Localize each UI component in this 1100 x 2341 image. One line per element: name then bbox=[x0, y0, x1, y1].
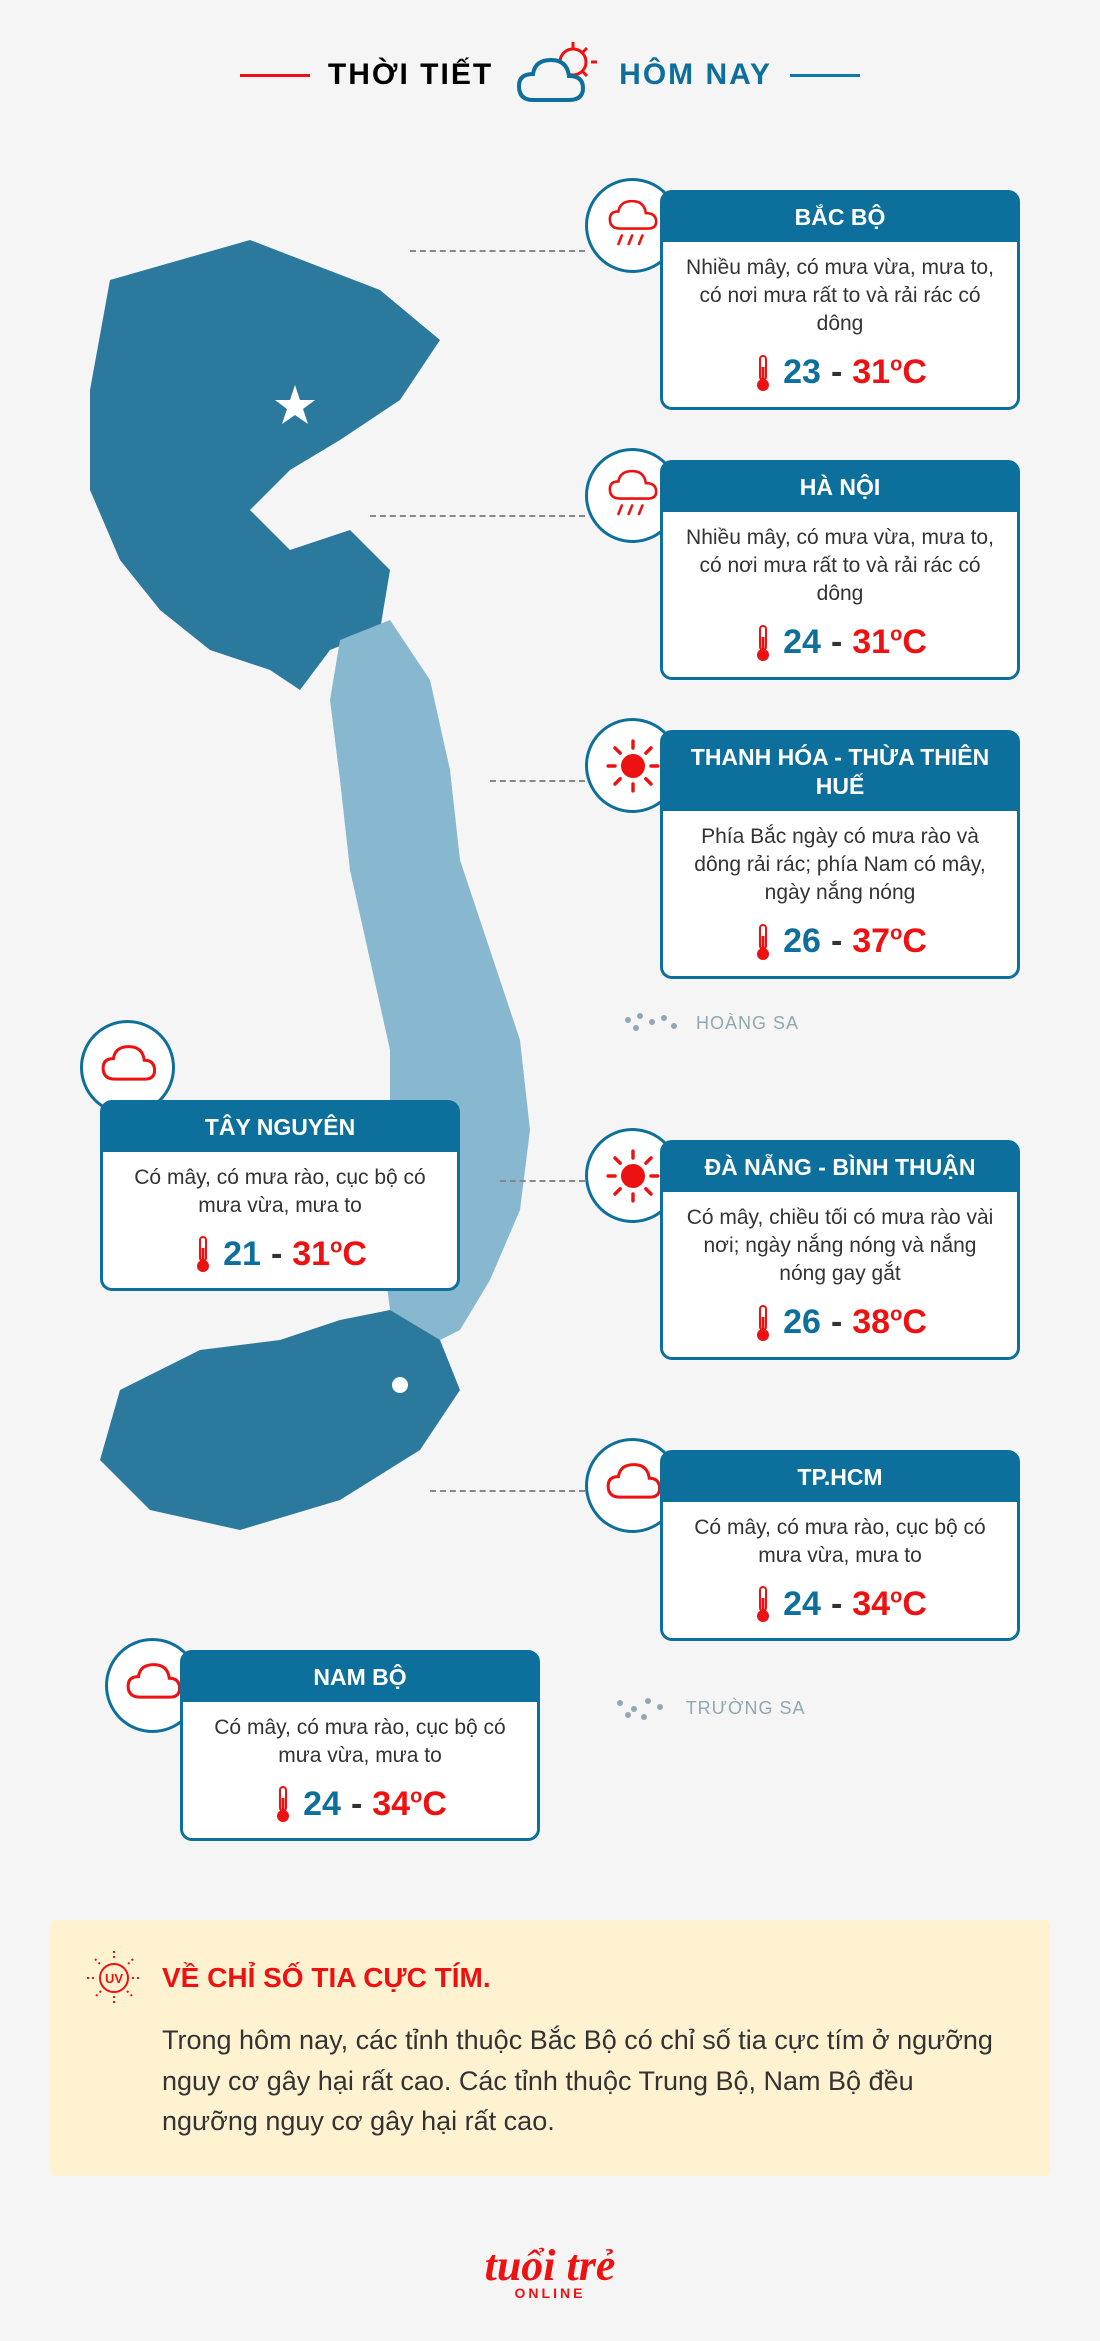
page-header: THỜI TIẾT HÔM NAY bbox=[30, 40, 1070, 110]
region-desc: Nhiều mây, có mưa vừa, mưa to, có nơi mư… bbox=[663, 512, 1017, 619]
leader-line bbox=[500, 1180, 585, 1182]
region-title: BẮC BỘ bbox=[663, 193, 1017, 242]
region-temp: 24-34oC bbox=[183, 1780, 537, 1838]
header-title-right: HÔM NAY bbox=[619, 58, 772, 92]
region-title: HÀ NỘI bbox=[663, 463, 1017, 512]
region-title: TÂY NGUYÊN bbox=[103, 1103, 457, 1152]
region-card-hanoi: HÀ NỘINhiều mây, có mưa vừa, mưa to, có … bbox=[660, 460, 1020, 680]
header-weather-icon bbox=[511, 40, 601, 110]
header-title-left: THỜI TIẾT bbox=[328, 58, 493, 92]
uv-sun-icon: UV bbox=[84, 1948, 144, 2008]
region-desc: Có mây, có mưa rào, cục bộ có mưa vừa, m… bbox=[183, 1702, 537, 1781]
svg-text:UV: UV bbox=[105, 1971, 123, 1986]
region-temp: 21-31oC bbox=[103, 1230, 457, 1288]
region-card-thanhhoa: THANH HÓA - THỪA THIÊN HUẾPhía Bắc ngày … bbox=[660, 730, 1020, 979]
map-note-hoangsa: HOÀNG SA bbox=[620, 1010, 799, 1038]
uv-info-box: UV VỀ CHỈ SỐ TIA CỰC TÍM. Trong hôm nay,… bbox=[50, 1920, 1050, 2176]
region-desc: Nhiều mây, có mưa vừa, mưa to, có nơi mư… bbox=[663, 242, 1017, 349]
region-temp: 24-34oC bbox=[663, 1580, 1017, 1638]
region-card-taynguyen: TÂY NGUYÊNCó mây, có mưa rào, cục bộ có … bbox=[100, 1100, 460, 1291]
region-title: THANH HÓA - THỪA THIÊN HUẾ bbox=[663, 733, 1017, 811]
region-temp: 26-38oC bbox=[663, 1299, 1017, 1357]
region-card-nambo: NAM BỘCó mây, có mưa rào, cục bộ có mưa … bbox=[180, 1650, 540, 1841]
region-temp: 23-31oC bbox=[663, 349, 1017, 407]
infographic-body: HOÀNG SA TRƯỜNG SA BẮC BỘNhiều mây, có m… bbox=[30, 140, 1070, 2220]
leader-line bbox=[370, 515, 585, 517]
region-temp: 26-37oC bbox=[663, 918, 1017, 976]
uv-title: VỀ CHỈ SỐ TIA CỰC TÍM. bbox=[162, 1962, 491, 1994]
region-desc: Có mây, chiều tối có mưa rào vài nơi; ng… bbox=[663, 1192, 1017, 1299]
region-card-danang: ĐÀ NẴNG - BÌNH THUẬNCó mây, chiều tối có… bbox=[660, 1140, 1020, 1360]
region-desc: Có mây, có mưa rào, cục bộ có mưa vừa, m… bbox=[663, 1502, 1017, 1581]
region-temp: 24-31oC bbox=[663, 619, 1017, 677]
region-title: TP.HCM bbox=[663, 1453, 1017, 1502]
leader-line bbox=[430, 1490, 585, 1492]
leader-line bbox=[490, 780, 585, 782]
footer-brand: tuổi trẻ ONLINE bbox=[30, 2240, 1070, 2301]
map-note-truongsa: TRƯỜNG SA bbox=[610, 1695, 806, 1723]
region-title: ĐÀ NẴNG - BÌNH THUẬN bbox=[663, 1143, 1017, 1192]
header-accent-right bbox=[790, 74, 860, 77]
uv-text: Trong hôm nay, các tỉnh thuộc Bắc Bộ có … bbox=[162, 2020, 1016, 2142]
region-title: NAM BỘ bbox=[183, 1653, 537, 1702]
header-accent-left bbox=[240, 74, 310, 77]
leader-line bbox=[410, 250, 585, 252]
region-desc: Có mây, có mưa rào, cục bộ có mưa vừa, m… bbox=[103, 1152, 457, 1231]
region-card-bacbo: BẮC BỘNhiều mây, có mưa vừa, mưa to, có … bbox=[660, 190, 1020, 410]
region-desc: Phía Bắc ngày có mưa rào và dông rải rác… bbox=[663, 811, 1017, 918]
region-card-hcm: TP.HCMCó mây, có mưa rào, cục bộ có mưa … bbox=[660, 1450, 1020, 1641]
vietnam-map bbox=[40, 210, 600, 1710]
